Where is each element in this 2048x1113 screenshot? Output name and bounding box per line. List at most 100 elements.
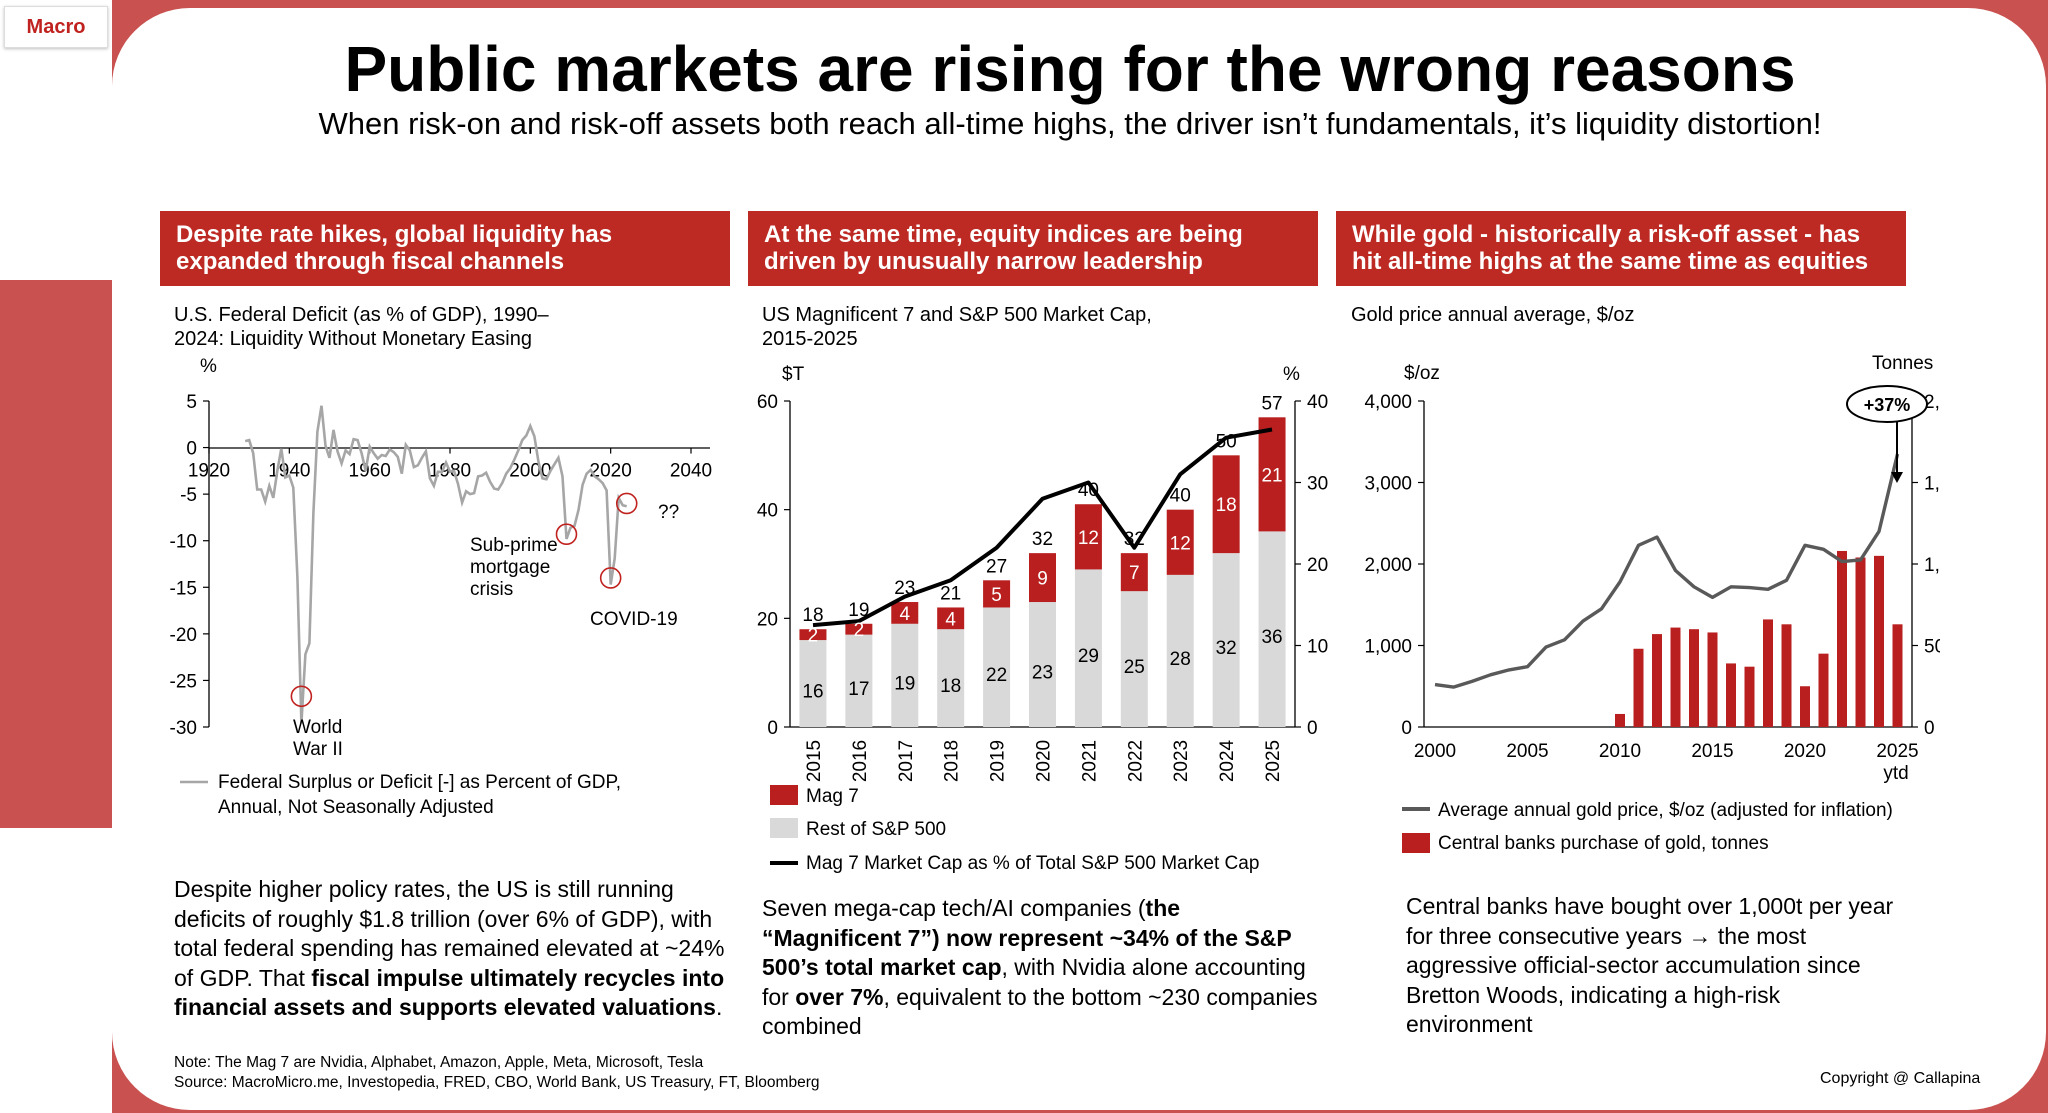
bar-mag7 <box>1074 504 1102 570</box>
deficit-y-tick-label: -15 <box>170 578 197 599</box>
bar-rest-sp500 <box>845 634 873 727</box>
mag7-y-right-tick-label: 40 <box>1307 392 1328 413</box>
label-total-value: 40 <box>1078 480 1099 501</box>
gold-x-tick-label: 2025 <box>1876 741 1918 762</box>
mag7-x-tick-label: 2016 <box>850 740 871 782</box>
mag7-y-left-tick-label: 20 <box>757 609 778 630</box>
source-text: Source: MacroMicro.me, Investopedia, FRE… <box>174 1074 820 1091</box>
label-rest-value: 29 <box>1078 646 1099 667</box>
label-rest-value: 25 <box>1124 657 1145 678</box>
mag7-x-tick-label: 2020 <box>1034 740 1055 782</box>
mag7-y-left-tick-label: 0 <box>767 718 778 739</box>
label-total-value: 32 <box>1032 529 1053 550</box>
label-mag7-value: 2 <box>854 620 865 641</box>
label-mag7-value: 12 <box>1170 533 1191 554</box>
p2-text-e: , equivalent to the bottom ~230 companie… <box>762 983 1318 1040</box>
bar-mag7 <box>1212 455 1240 554</box>
gold-x-tick-label: 2000 <box>1414 741 1456 762</box>
label-mag7-value: 9 <box>1037 569 1048 590</box>
deficit-y-tick-label: 0 <box>186 439 197 460</box>
label-total-value: 32 <box>1124 529 1145 550</box>
panel-3-header-line2: hit all-time highs at the same time as e… <box>1352 248 1869 275</box>
mag7-x-tick-label: 2019 <box>988 740 1009 782</box>
legend-mag7-label: Mag 7 <box>806 786 859 807</box>
panel-3-header-line1: While gold - historically a risk-off ass… <box>1352 221 1861 248</box>
gold-cb-bar <box>1800 686 1810 727</box>
label-mag7-value: 5 <box>991 585 1002 606</box>
deficit-y-tick-label: -30 <box>170 718 197 739</box>
p2-text-c: , with Nvidia alone accounting for <box>762 954 1306 1010</box>
bar-mag7 <box>799 629 827 641</box>
gold-callout-label: +37% <box>1864 395 1911 415</box>
legend-share-label: Mag 7 Market Cap as % of Total S&P 500 M… <box>806 853 1259 874</box>
gold-cb-bar <box>1763 619 1773 727</box>
gold-y-left-tick-label: 0 <box>1401 718 1412 739</box>
mag7-x-tick-label: 2025 <box>1263 740 1284 782</box>
bar-mag7 <box>1166 509 1194 575</box>
mag7-chart-title: US Magnificent 7 and S&P 500 Market Cap,… <box>762 303 1152 351</box>
gold-y-right-tick-label: 0 <box>1924 718 1935 739</box>
bar-mag7 <box>983 580 1011 608</box>
gold-y-left-tick-label: 1,000 <box>1364 637 1412 658</box>
gold-chart: $/oz Tonnes 0 1,000 2,000 3,000 4,000 0 500 1,0… <box>1364 353 1940 854</box>
gold-cb-bar <box>1781 624 1792 727</box>
bar-rest-sp500 <box>1258 531 1286 727</box>
gold-legend-bar-swatch <box>1402 833 1430 853</box>
gold-y-right-unit: Tonnes <box>1872 353 1933 374</box>
mag7-x-tick-label: 2021 <box>1079 740 1100 782</box>
mag7-x-tick-label: 2015 <box>804 740 825 782</box>
left-margin-bottom <box>0 828 112 1113</box>
panel-2-header: At the same time, equity indices are bei… <box>748 211 1318 286</box>
gold-cb-bar <box>1744 666 1755 727</box>
gold-cb-bar <box>1670 627 1681 727</box>
panel-3-description: Central banks have bought over 1,000t pe… <box>1406 893 1894 1037</box>
mag7-y-right-tick-label: 30 <box>1307 474 1328 495</box>
p2-text-bold-2: over 7% <box>795 983 884 1010</box>
label-rest-value: 32 <box>1216 638 1237 659</box>
bar-mag7 <box>845 623 873 635</box>
label-total-value: 27 <box>986 556 1007 577</box>
macro-badge[interactable]: Macro <box>4 6 108 48</box>
mag7-y-right-tick-label: 10 <box>1307 637 1328 658</box>
copyright-text: Copyright @ Callapina <box>1820 1070 1981 1087</box>
label-mag7-value: 4 <box>899 604 910 625</box>
gold-cb-bar <box>1689 629 1699 727</box>
gold-cb-bar <box>1726 663 1736 727</box>
mag7-x-tick-label: 2018 <box>942 740 963 782</box>
mag7-y-left-tick-label: 60 <box>757 392 778 413</box>
gold-legend-line-label: Average annual gold price, $/oz (adjuste… <box>1438 800 1893 821</box>
label-total-value: 23 <box>894 578 915 599</box>
label-total-value: 40 <box>1170 486 1191 507</box>
gold-x-tick-label: 2015 <box>1691 741 1733 762</box>
p2-text-a: Seven mega-cap tech/AI companies ( <box>762 895 1146 921</box>
deficit-legend-label: Federal Surplus or Deficit [-] as Percen… <box>218 772 621 818</box>
label-rest-value: 19 <box>894 673 915 694</box>
mag7-x-tick-label: 2017 <box>896 740 917 782</box>
deficit-title-line2: 2024: Liquidity Without Monetary Easing <box>174 328 532 350</box>
label-rest-value: 17 <box>848 679 869 700</box>
deficit-x-tick-label: 1960 <box>349 461 391 482</box>
mag7-y-left-tick-label: 40 <box>757 501 778 522</box>
bar-rest-sp500 <box>937 629 965 727</box>
panel-3-header: While gold - historically a risk-off ass… <box>1336 211 1906 286</box>
label-rest-value: 36 <box>1261 627 1282 648</box>
annotation-subprime: Sub-prime mortgage crisis <box>470 535 558 600</box>
bar-mag7 <box>1258 417 1286 532</box>
mag7-share-line <box>812 427 1273 628</box>
gold-y-right-tick-label: 2,000 <box>1924 392 1940 413</box>
bar-rest-sp500 <box>1074 569 1102 727</box>
bar-mag7 <box>937 607 965 630</box>
gold-cb-bar <box>1652 634 1662 727</box>
label-total-value: 21 <box>940 583 961 604</box>
gold-y-left-tick-label: 4,000 <box>1364 392 1412 413</box>
deficit-y-tick-label: -5 <box>180 485 197 506</box>
label-total-value: 19 <box>848 600 869 621</box>
gold-cb-bar <box>1707 632 1718 727</box>
deficit-y-tick-label: 5 <box>186 392 197 413</box>
mag7-x-tick-label: 2022 <box>1125 740 1146 782</box>
mag7-y-right-unit: % <box>1283 364 1300 385</box>
deficit-event-circle <box>290 685 313 708</box>
deficit-event-circle <box>615 492 638 515</box>
deficit-series-line <box>244 405 628 724</box>
p1-text-c: . <box>715 994 723 1020</box>
